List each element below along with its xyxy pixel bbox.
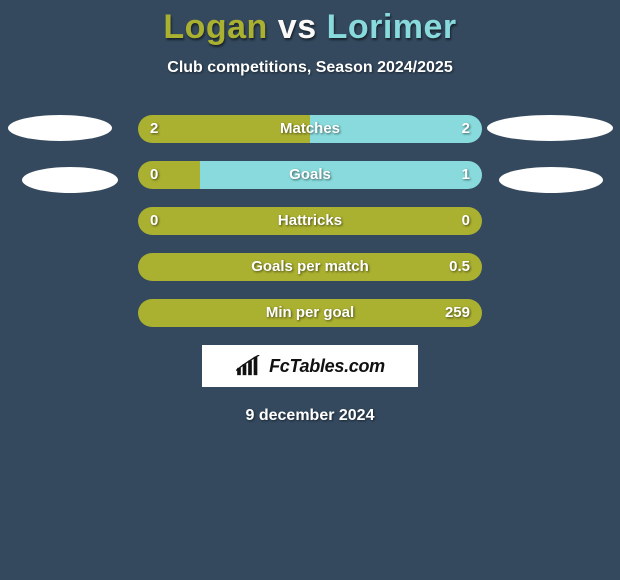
logo-text: FcTables.com: [269, 356, 385, 377]
stat-row-min-per-goal: Min per goal259: [138, 299, 482, 327]
avatar-ellipse-1: [22, 167, 118, 193]
stats-chart: Matches22 Goals01 Hattricks00 Goals per mat…: [0, 115, 620, 327]
stat-bar-left: [138, 207, 482, 235]
bar-chart-icon: [235, 355, 265, 377]
fctables-logo: FcTables.com: [202, 345, 418, 387]
page-title: Logan vs Lorimer: [0, 0, 620, 47]
vs-text: vs: [278, 8, 317, 46]
stat-bar-right: [200, 161, 482, 189]
stat-row-matches: Matches22: [138, 115, 482, 143]
stat-bar-right: [310, 115, 482, 143]
subtitle: Club competitions, Season 2024/2025: [0, 59, 620, 77]
avatar-ellipse-3: [499, 167, 603, 193]
stat-bar-left: [138, 299, 482, 327]
avatar-ellipse-0: [8, 115, 112, 141]
stat-bar-left: [138, 253, 482, 281]
stat-bar-left: [138, 115, 310, 143]
stat-row-goals: Goals01: [138, 161, 482, 189]
stat-row-hattricks: Hattricks00: [138, 207, 482, 235]
stat-bar-left: [138, 161, 200, 189]
player2-name: Lorimer: [327, 8, 457, 46]
player1-name: Logan: [163, 8, 267, 46]
date-label: 9 december 2024: [0, 407, 620, 425]
avatar-ellipse-2: [487, 115, 613, 141]
stat-row-goals-per-match: Goals per match0.5: [138, 253, 482, 281]
